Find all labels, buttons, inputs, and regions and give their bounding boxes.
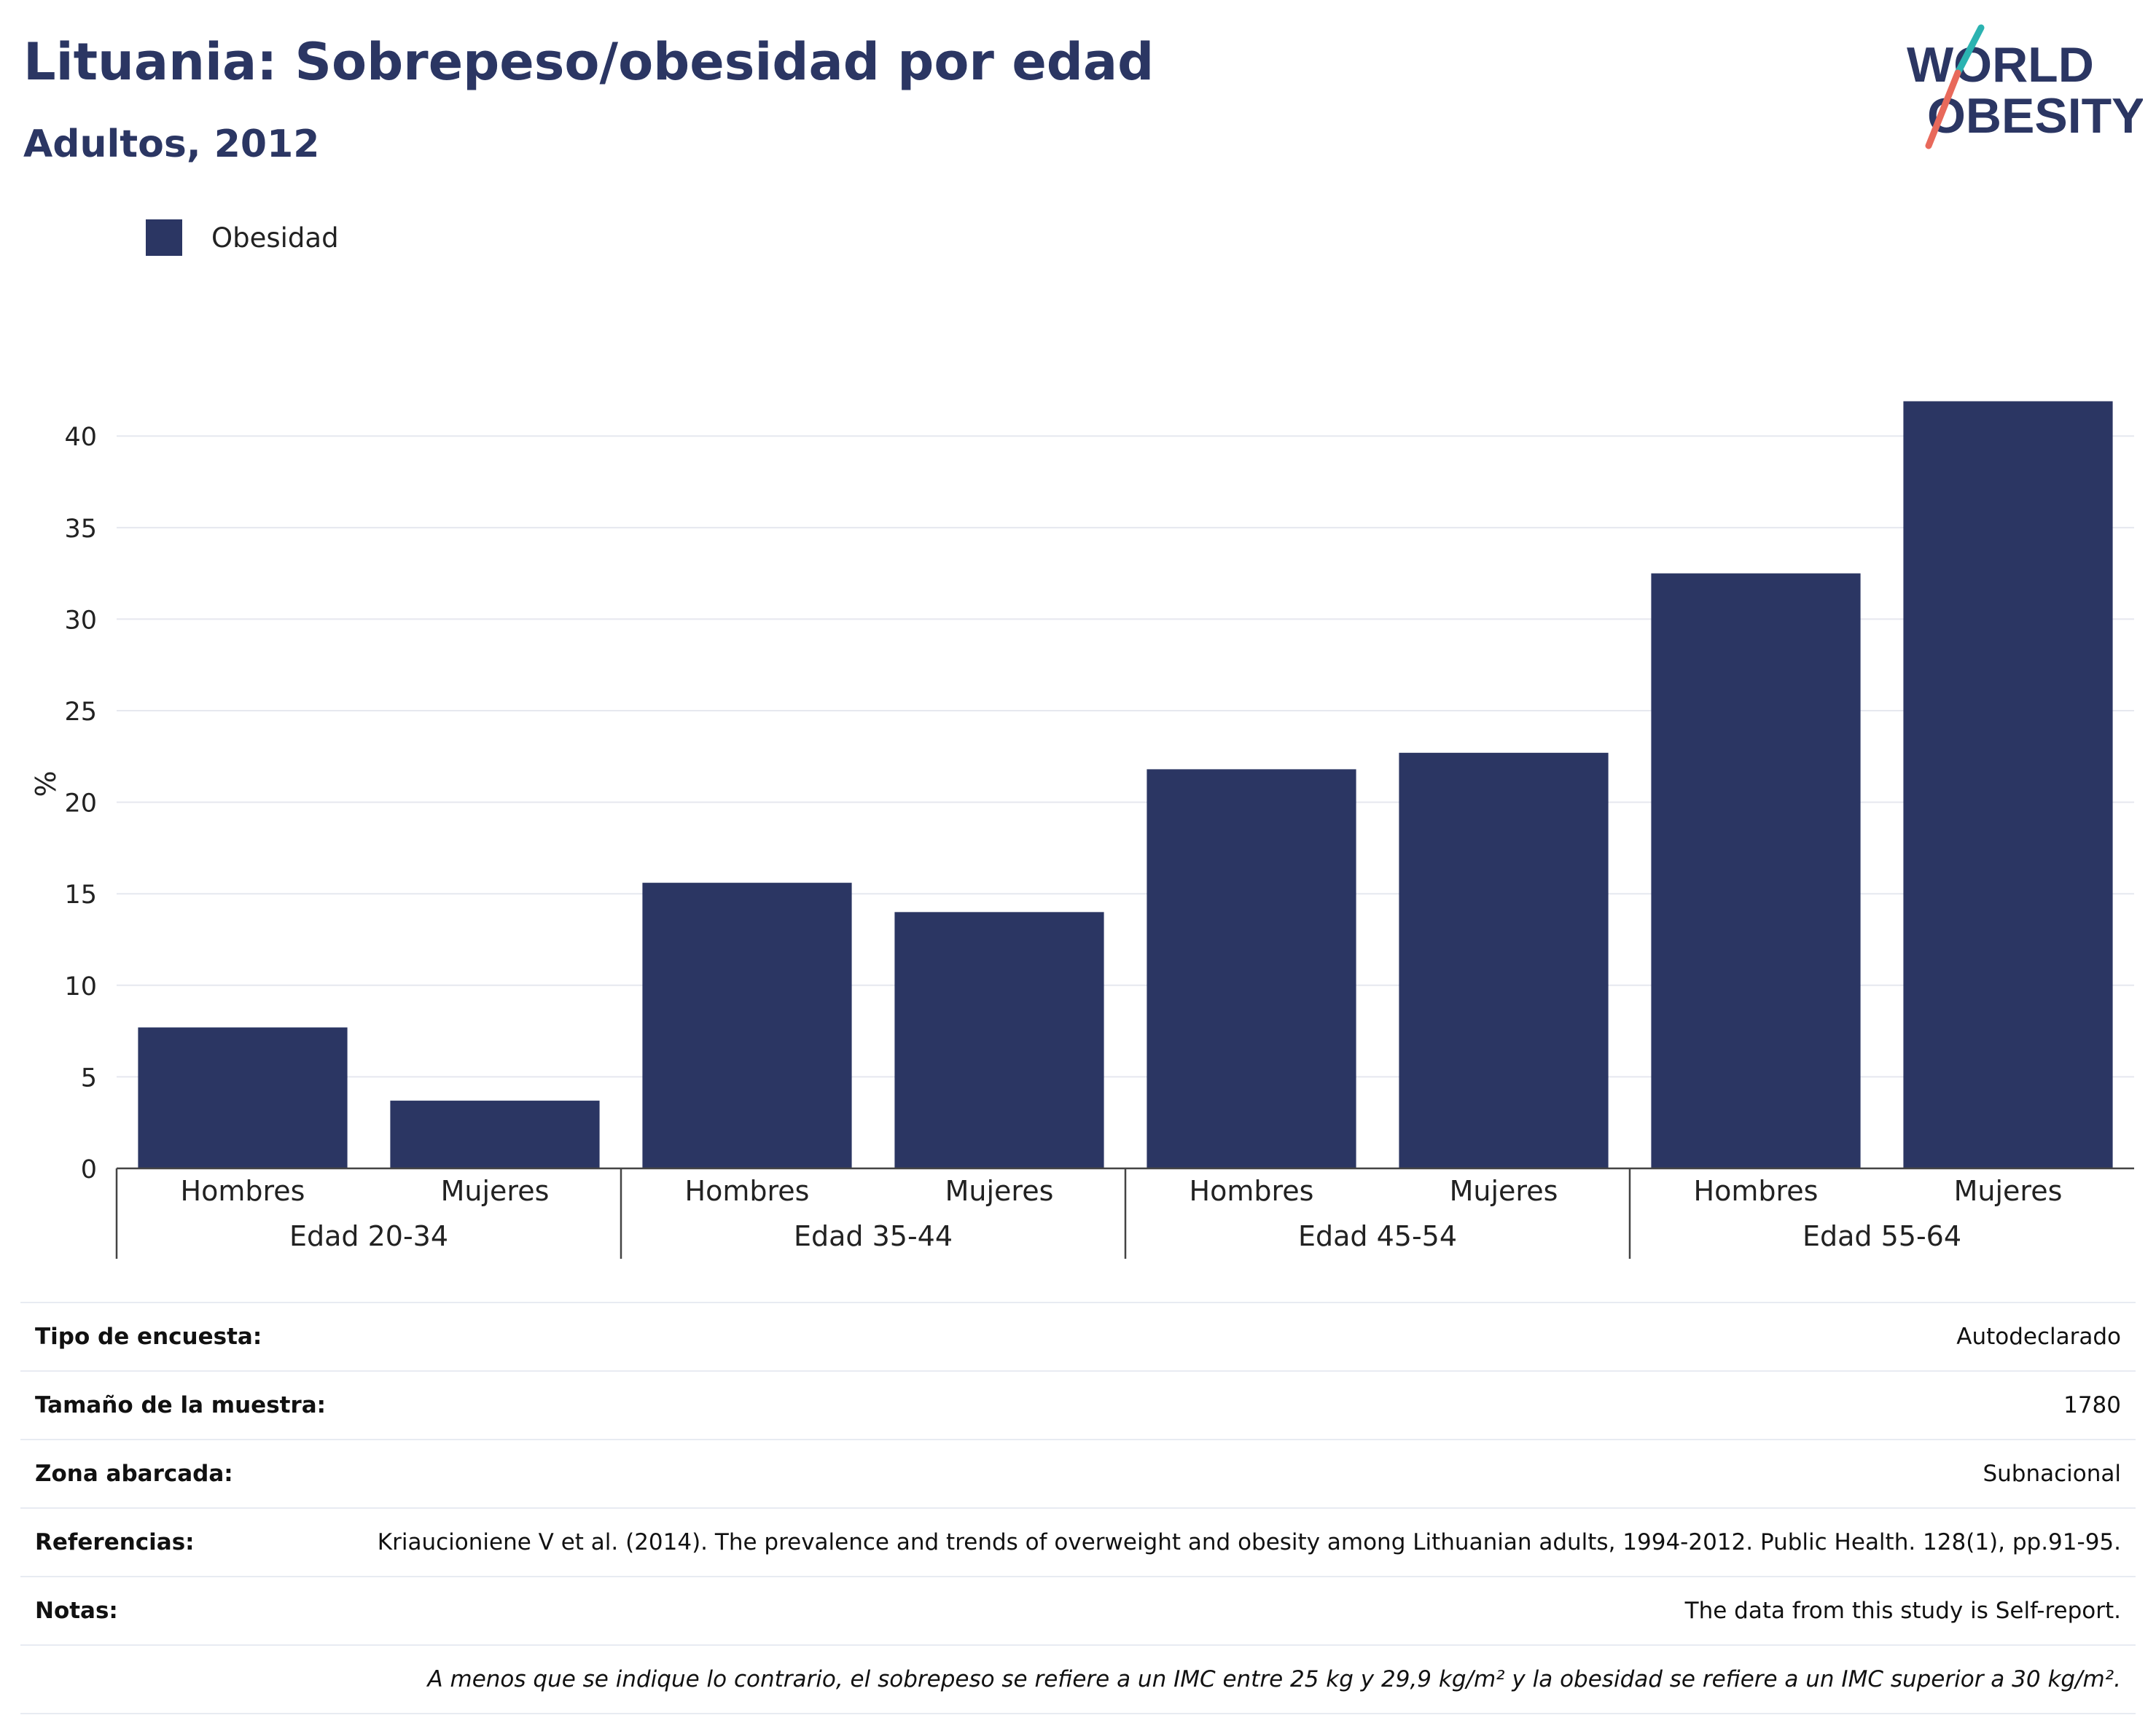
info-label: Referencias: bbox=[35, 1529, 195, 1555]
info-label: Notas: bbox=[35, 1598, 118, 1624]
info-row-coverage: Zona abarcada: Subnacional bbox=[20, 1439, 2136, 1507]
info-label: Tamaño de la muestra: bbox=[35, 1392, 327, 1418]
x-group-label: Edad 45-54 bbox=[1298, 1220, 1457, 1252]
logo-slash-coral bbox=[1925, 69, 1961, 149]
y-tick-label: 30 bbox=[64, 606, 97, 635]
x-category-label: Mujeres bbox=[945, 1175, 1054, 1207]
x-category-label: Mujeres bbox=[1450, 1175, 1558, 1207]
x-category-label: Mujeres bbox=[441, 1175, 550, 1207]
info-row-sample-size: Tamaño de la muestra: 1780 bbox=[20, 1370, 2136, 1439]
bar bbox=[1147, 769, 1356, 1168]
x-group-label: Edad 55-64 bbox=[1802, 1220, 1961, 1252]
info-value: Autodeclarado bbox=[1956, 1324, 2121, 1350]
y-tick-label: 35 bbox=[64, 515, 97, 544]
x-category-label: Hombres bbox=[181, 1175, 305, 1207]
y-tick-label: 25 bbox=[64, 698, 97, 727]
y-tick-label: 20 bbox=[64, 789, 97, 819]
info-row-notes: Notas: The data from this study is Self-… bbox=[20, 1576, 2136, 1644]
x-group-label: Edad 35-44 bbox=[794, 1220, 953, 1252]
x-category-label: Hombres bbox=[1190, 1175, 1314, 1207]
survey-info-table: Tipo de encuesta: Autodeclarado Tamaño d… bbox=[20, 1302, 2136, 1714]
y-tick-label: 40 bbox=[64, 423, 97, 452]
info-value: Kriaucioniene V et al. (2014). The preva… bbox=[377, 1529, 2121, 1555]
bar bbox=[390, 1101, 600, 1168]
legend-swatch-obesidad bbox=[146, 219, 182, 256]
info-value: 1780 bbox=[2063, 1392, 2121, 1418]
bar bbox=[1399, 752, 1609, 1168]
bar bbox=[1651, 573, 1861, 1168]
logo-slash-teal bbox=[1954, 24, 1985, 77]
info-value: The data from this study is Self-report. bbox=[1684, 1598, 2121, 1624]
x-category-label: Hombres bbox=[685, 1175, 810, 1207]
info-label: Tipo de encuesta: bbox=[35, 1324, 262, 1350]
chart-title: Lituania: Sobrepeso/obesidad por edad bbox=[23, 32, 1155, 92]
info-row-survey-type: Tipo de encuesta: Autodeclarado bbox=[20, 1302, 2136, 1370]
bar bbox=[138, 1027, 348, 1168]
x-category-label: Hombres bbox=[1694, 1175, 1819, 1207]
legend-label-obesidad: Obesidad bbox=[211, 222, 339, 254]
legend: Obesidad bbox=[146, 219, 339, 257]
x-group-label: Edad 20-34 bbox=[289, 1220, 448, 1252]
info-value: Subnacional bbox=[1983, 1461, 2121, 1487]
logo-word-world: WORLD bbox=[1907, 37, 2094, 93]
info-label: Zona abarcada: bbox=[35, 1461, 233, 1487]
world-obesity-logo: WORLD OBESITY bbox=[1907, 24, 2143, 149]
y-tick-label: 15 bbox=[64, 880, 97, 910]
y-tick-label: 10 bbox=[64, 972, 97, 1001]
bar bbox=[1903, 401, 2113, 1168]
x-category-label: Mujeres bbox=[1954, 1175, 2063, 1207]
y-axis-title: % bbox=[30, 770, 62, 797]
bar-chart: 0 5 10 15 20 25 30 35 40% Hombres Mujeres Edad 20-3… bbox=[30, 401, 2134, 1259]
chart-subtitle: Adultos, 2012 bbox=[23, 122, 320, 166]
bar bbox=[642, 883, 852, 1168]
y-tick-label: 0 bbox=[81, 1155, 97, 1184]
bmi-footnote: A menos que se indique lo contrario, el … bbox=[20, 1644, 2136, 1714]
bar bbox=[894, 912, 1104, 1168]
info-row-references: Referencias: Kriaucioniene V et al. (201… bbox=[20, 1507, 2136, 1576]
logo-word-obesity: OBESITY bbox=[1927, 88, 2143, 144]
y-tick-label: 5 bbox=[81, 1063, 97, 1093]
